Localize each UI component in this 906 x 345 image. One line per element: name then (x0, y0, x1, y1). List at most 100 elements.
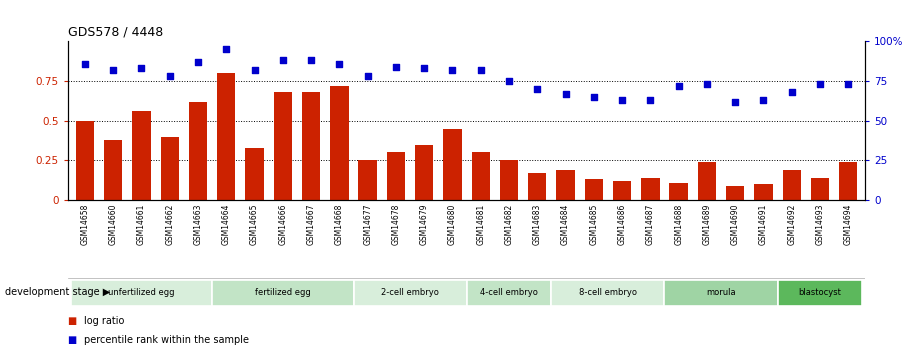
Point (191, 59, 206, 65)
Text: GSM14683: GSM14683 (533, 204, 542, 245)
Text: development stage ▶: development stage ▶ (5, 287, 110, 297)
Text: GSM14666: GSM14666 (278, 204, 287, 245)
Bar (246, 148, 264, 200)
Bar (104, 140, 122, 200)
Text: GSM14694: GSM14694 (843, 204, 853, 245)
Text: percentile rank within the sample: percentile rank within the sample (84, 335, 249, 345)
Bar (839, 162, 857, 200)
Bar (415, 145, 433, 200)
Bar (467, 280, 552, 306)
Text: GSM14667: GSM14667 (306, 204, 315, 245)
Bar (471, 152, 490, 200)
Text: ■: ■ (68, 316, 81, 326)
Text: morula: morula (707, 288, 736, 297)
Text: GSM14677: GSM14677 (363, 204, 372, 245)
Text: GSM14663: GSM14663 (194, 204, 203, 245)
Text: GSM14680: GSM14680 (448, 204, 457, 245)
Point (502, 78, 516, 84)
Point (78, 61, 92, 66)
Text: GSM14661: GSM14661 (137, 204, 146, 245)
Text: GDS578 / 4448: GDS578 / 4448 (68, 26, 163, 39)
Text: GSM14665: GSM14665 (250, 204, 259, 245)
Text: fertilized egg: fertilized egg (255, 288, 311, 297)
Point (530, 86, 545, 92)
Text: GSM14692: GSM14692 (787, 204, 796, 245)
Text: GSM14658: GSM14658 (81, 204, 90, 245)
Bar (664, 280, 777, 306)
Point (643, 97, 658, 103)
Bar (359, 160, 377, 200)
Text: GSM14679: GSM14679 (419, 204, 429, 245)
Text: GSM14685: GSM14685 (589, 204, 598, 245)
Bar (76, 121, 94, 200)
Bar (353, 280, 467, 306)
Bar (302, 92, 321, 200)
Text: GSM14664: GSM14664 (222, 204, 231, 245)
Bar (71, 280, 212, 306)
Point (785, 89, 799, 95)
Bar (132, 111, 150, 200)
Point (841, 81, 855, 87)
Point (474, 67, 488, 73)
Text: GSM14690: GSM14690 (730, 204, 739, 245)
Point (699, 81, 714, 87)
Text: log ratio: log ratio (84, 316, 125, 326)
Text: 2-cell embryo: 2-cell embryo (381, 288, 439, 297)
Text: GSM14660: GSM14660 (109, 204, 118, 245)
Bar (330, 86, 349, 200)
Bar (188, 102, 207, 200)
Point (304, 58, 318, 63)
Point (275, 58, 290, 63)
Text: ■: ■ (68, 335, 81, 345)
Point (106, 67, 120, 73)
Bar (698, 162, 716, 200)
Point (813, 81, 827, 87)
Bar (217, 73, 236, 200)
Text: GSM14691: GSM14691 (759, 204, 768, 245)
Text: GSM14682: GSM14682 (505, 204, 514, 245)
Bar (726, 186, 745, 200)
Text: GSM14693: GSM14693 (815, 204, 824, 245)
Point (558, 91, 573, 97)
Bar (274, 92, 292, 200)
Text: 8-cell embryo: 8-cell embryo (579, 288, 637, 297)
Bar (783, 170, 801, 200)
Bar (612, 181, 631, 200)
Point (247, 67, 262, 73)
Point (728, 99, 742, 105)
Point (134, 66, 149, 71)
Text: GSM14678: GSM14678 (391, 204, 400, 245)
Text: unfertilized egg: unfertilized egg (108, 288, 175, 297)
Point (586, 94, 601, 100)
Text: GSM14688: GSM14688 (674, 204, 683, 245)
Point (417, 66, 431, 71)
Point (162, 73, 177, 79)
Bar (387, 152, 405, 200)
Text: GSM14684: GSM14684 (561, 204, 570, 245)
Text: 4-cell embryo: 4-cell embryo (480, 288, 538, 297)
Bar (641, 178, 660, 200)
Point (333, 61, 347, 66)
Bar (670, 183, 688, 200)
Bar (160, 137, 178, 200)
Text: blastocyst: blastocyst (798, 288, 842, 297)
Text: GSM14686: GSM14686 (618, 204, 627, 245)
Text: GSM14681: GSM14681 (477, 204, 486, 245)
Point (219, 47, 234, 52)
Bar (777, 280, 863, 306)
Text: GSM14668: GSM14668 (335, 204, 344, 245)
Bar (500, 160, 518, 200)
Point (445, 67, 459, 73)
Text: GSM14687: GSM14687 (646, 204, 655, 245)
Bar (811, 178, 829, 200)
Bar (443, 129, 462, 200)
Text: GSM14689: GSM14689 (702, 204, 711, 245)
Point (757, 97, 771, 103)
Point (615, 97, 630, 103)
Bar (584, 179, 603, 200)
Point (389, 64, 403, 70)
Bar (755, 184, 773, 200)
Text: GSM14662: GSM14662 (165, 204, 174, 245)
Bar (552, 280, 664, 306)
Point (361, 73, 375, 79)
